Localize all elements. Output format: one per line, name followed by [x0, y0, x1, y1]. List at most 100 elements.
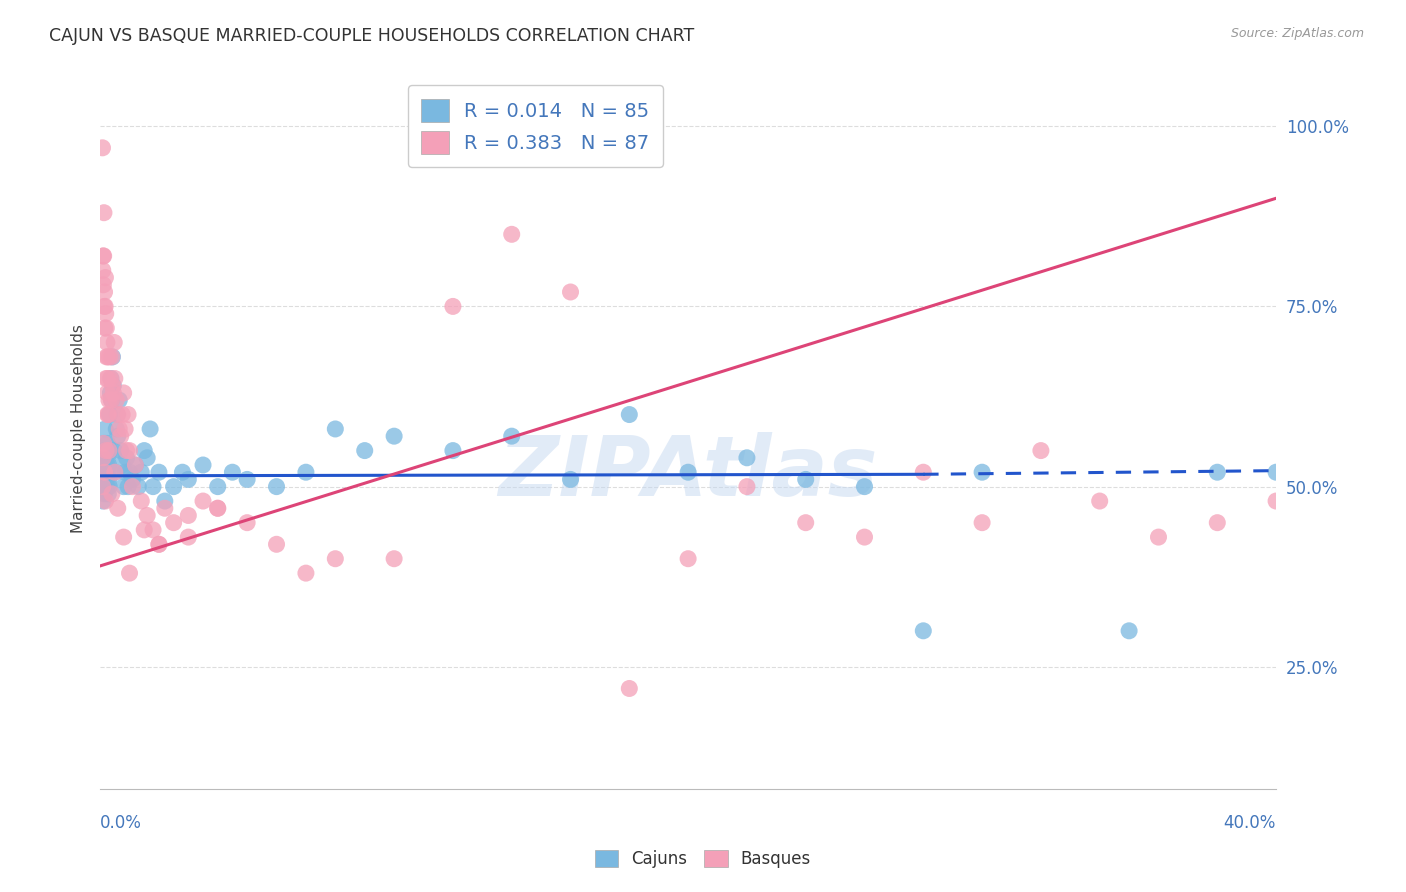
Point — [96, 371, 118, 385]
Point — [191, 458, 214, 472]
Point — [97, 465, 120, 479]
Point — [104, 465, 127, 479]
Point — [100, 385, 122, 400]
Point — [97, 350, 120, 364]
Point — [1206, 465, 1229, 479]
Point — [134, 523, 156, 537]
Point — [97, 443, 120, 458]
Point — [91, 494, 114, 508]
Point — [972, 516, 994, 530]
Point — [98, 480, 121, 494]
Point — [972, 465, 994, 479]
Point — [93, 472, 115, 486]
Point — [142, 523, 165, 537]
Point — [93, 300, 115, 314]
Point — [98, 443, 121, 458]
Text: 40.0%: 40.0% — [1223, 814, 1277, 832]
Point — [1265, 465, 1288, 479]
Point — [153, 494, 176, 508]
Point — [501, 227, 523, 242]
Point — [560, 472, 582, 486]
Point — [121, 472, 143, 486]
Point — [105, 422, 128, 436]
Legend: R = 0.014   N = 85, R = 0.383   N = 87: R = 0.014 N = 85, R = 0.383 N = 87 — [408, 86, 662, 168]
Point — [177, 508, 200, 523]
Point — [118, 566, 141, 581]
Point — [124, 458, 146, 472]
Point — [111, 408, 134, 422]
Point — [114, 465, 136, 479]
Y-axis label: Married-couple Households: Married-couple Households — [72, 325, 86, 533]
Point — [91, 141, 114, 155]
Point — [127, 480, 149, 494]
Point — [94, 465, 117, 479]
Point — [118, 465, 141, 479]
Point — [93, 285, 115, 299]
Point — [207, 501, 229, 516]
Point — [207, 480, 229, 494]
Point — [103, 443, 125, 458]
Point — [142, 480, 165, 494]
Point — [129, 465, 152, 479]
Point — [295, 465, 318, 479]
Point — [94, 321, 117, 335]
Point — [266, 537, 288, 551]
Point — [100, 371, 122, 385]
Point — [108, 422, 131, 436]
Legend: Cajuns, Basques: Cajuns, Basques — [588, 843, 818, 875]
Point — [177, 530, 200, 544]
Text: 0.0%: 0.0% — [100, 814, 142, 832]
Point — [117, 408, 139, 422]
Point — [382, 429, 405, 443]
Point — [136, 508, 159, 523]
Point — [93, 205, 115, 219]
Point — [91, 465, 114, 479]
Point — [114, 422, 136, 436]
Point — [619, 681, 641, 696]
Point — [107, 408, 129, 422]
Point — [94, 494, 117, 508]
Text: ZIPAtlas: ZIPAtlas — [498, 432, 877, 513]
Point — [93, 249, 115, 263]
Point — [134, 443, 156, 458]
Point — [111, 458, 134, 472]
Point — [121, 480, 143, 494]
Point — [129, 494, 152, 508]
Point — [94, 422, 117, 436]
Point — [115, 450, 138, 465]
Point — [735, 480, 758, 494]
Point — [97, 487, 120, 501]
Point — [162, 516, 184, 530]
Point — [96, 480, 118, 494]
Point — [266, 480, 288, 494]
Point — [441, 300, 464, 314]
Point — [117, 480, 139, 494]
Point — [107, 501, 129, 516]
Point — [295, 566, 318, 581]
Point — [104, 371, 127, 385]
Point — [97, 450, 120, 465]
Point — [103, 385, 125, 400]
Point — [177, 472, 200, 486]
Point — [93, 465, 115, 479]
Point — [1206, 516, 1229, 530]
Point — [101, 487, 124, 501]
Point — [98, 350, 121, 364]
Point — [96, 465, 118, 479]
Point — [1029, 443, 1052, 458]
Point — [91, 249, 114, 263]
Point — [110, 429, 132, 443]
Point — [108, 393, 131, 408]
Point — [794, 472, 817, 486]
Point — [103, 335, 125, 350]
Point — [93, 436, 115, 450]
Point — [236, 516, 259, 530]
Point — [96, 436, 118, 450]
Point — [96, 472, 118, 486]
Point — [91, 480, 114, 494]
Point — [100, 393, 122, 408]
Point — [94, 443, 117, 458]
Point — [148, 465, 170, 479]
Point — [382, 551, 405, 566]
Point — [1147, 530, 1170, 544]
